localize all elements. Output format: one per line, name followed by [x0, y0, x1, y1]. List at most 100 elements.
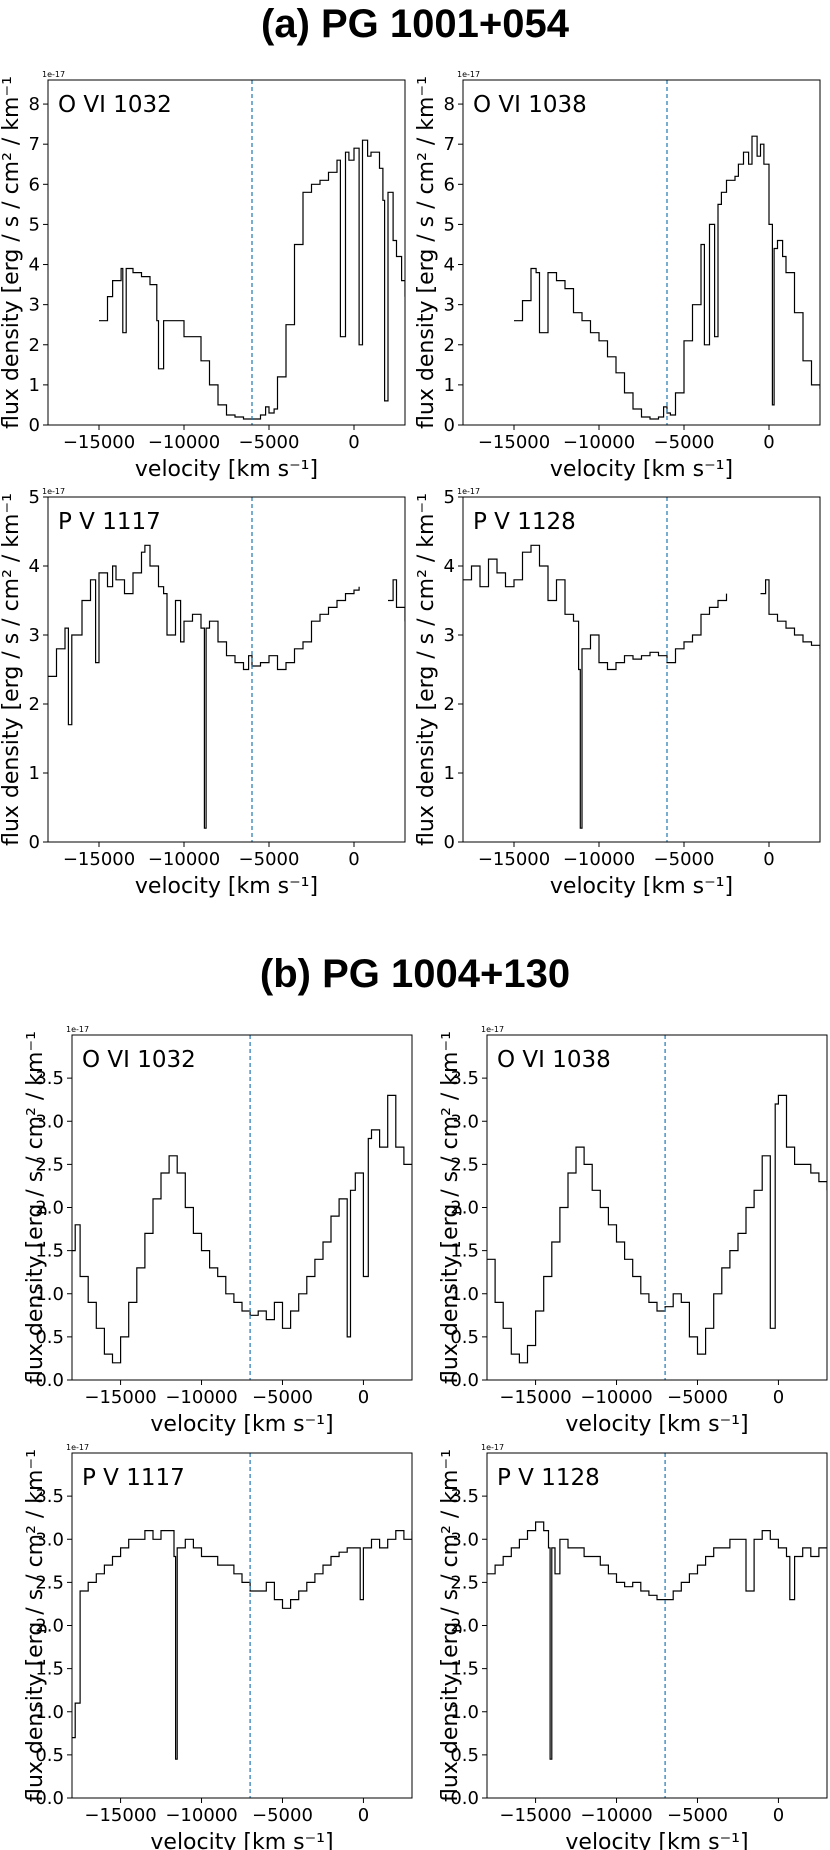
- y-tick-label: 2.0: [35, 1616, 64, 1637]
- y-tick-label: 0.5: [450, 1327, 479, 1348]
- x-tick-label: 0: [773, 1805, 784, 1826]
- panel-line-label: O VI 1038: [497, 1047, 611, 1073]
- y-tick-label: 2: [29, 694, 40, 715]
- x-tick-label: 0: [763, 849, 774, 870]
- y-exponent-label: 1e-17: [457, 487, 480, 496]
- plot-frame: [486, 1034, 828, 1381]
- y-tick-label: 5: [29, 487, 40, 508]
- y-exponent-label: 1e-17: [457, 70, 480, 79]
- x-tick-label: −10000: [165, 1387, 237, 1408]
- x-tick-label: −15000: [499, 1387, 571, 1408]
- y-tick-label: 3.0: [35, 1111, 64, 1132]
- x-axis-label: velocity [km s⁻¹]: [150, 1412, 333, 1437]
- x-tick-label: −15000: [63, 849, 135, 870]
- spectrum-line: [487, 1521, 827, 1760]
- spectrum-line: [99, 139, 405, 420]
- y-tick-label: 3.0: [35, 1529, 64, 1550]
- y-tick-label: 3.5: [35, 1486, 64, 1507]
- y-tick-label: 1.5: [450, 1241, 479, 1262]
- plot-frame: [47, 79, 406, 426]
- y-tick-label: 2.5: [450, 1572, 479, 1593]
- y-tick-label: 2: [29, 335, 40, 356]
- y-tick-label: 1.5: [35, 1241, 64, 1262]
- y-tick-label: 3.5: [450, 1068, 479, 1089]
- spectrum-line: [514, 135, 820, 420]
- x-tick-label: −15000: [84, 1805, 156, 1826]
- y-tick-label: 2.0: [450, 1616, 479, 1637]
- section-title-a: (a) PG 1001+054: [261, 2, 569, 46]
- y-tick-label: 1.0: [35, 1284, 64, 1305]
- y-tick-label: 0.5: [450, 1745, 479, 1766]
- y-tick-label: 3: [444, 625, 455, 646]
- y-tick-label: 2.5: [35, 1154, 64, 1175]
- panel-line-label: O VI 1032: [82, 1047, 196, 1073]
- y-axis-label: flux density [erg / s / cm² / km⁻¹: [414, 76, 439, 429]
- y-tick-label: 1.0: [35, 1702, 64, 1723]
- y-tick-label: 5: [444, 214, 455, 235]
- plot-frame: [462, 496, 821, 843]
- y-tick-label: 3: [29, 295, 40, 316]
- chart-panel: 0 1 2 3 4 5 6 7 8 −15000 −10000 −5000 0 1e-17 O VI 103…: [0, 70, 406, 482]
- x-tick-label: −15000: [63, 432, 135, 453]
- y-axis-label: flux density [erg / s / cm² / km⁻¹: [438, 1449, 463, 1802]
- y-axis-label: flux density [erg / s / cm² / km⁻¹: [0, 76, 24, 429]
- panel-line-label: O VI 1038: [473, 92, 587, 118]
- x-axis-label: velocity [km s⁻¹]: [565, 1830, 748, 1850]
- y-tick-label: 2.5: [450, 1154, 479, 1175]
- x-tick-label: −15000: [499, 1805, 571, 1826]
- y-axis-label: flux density [erg / s / cm² / km⁻¹: [23, 1031, 48, 1384]
- x-axis-label: velocity [km s⁻¹]: [135, 874, 318, 899]
- x-tick-label: −5000: [239, 432, 300, 453]
- spectrum-line: [72, 1094, 412, 1364]
- x-tick-label: −15000: [478, 849, 550, 870]
- y-exponent-label: 1e-17: [42, 487, 65, 496]
- x-tick-label: −10000: [165, 1805, 237, 1826]
- chart-panel: 0 1 2 3 4 5 −15000 −10000 −5000 0 1e-17 P V 1128 vel…: [414, 487, 821, 899]
- chart-panel: 0.0 0.5 1.0 1.5 2.0 2.5 3.0 3.5 −15000 −10000 −500…: [23, 1025, 413, 1437]
- x-tick-label: 0: [358, 1805, 369, 1826]
- y-tick-label: 1.0: [450, 1284, 479, 1305]
- y-tick-label: 0.0: [35, 1370, 64, 1391]
- y-tick-label: 0.5: [35, 1327, 64, 1348]
- y-tick-label: 1: [29, 763, 40, 784]
- chart-panel: 0 1 2 3 4 5 −15000 −10000 −5000 0 1e-17 P V 1117 vel…: [0, 487, 406, 899]
- x-tick-label: 0: [348, 432, 359, 453]
- x-tick-label: −10000: [563, 432, 635, 453]
- x-tick-label: −15000: [84, 1387, 156, 1408]
- x-tick-label: −5000: [654, 849, 715, 870]
- y-exponent-label: 1e-17: [66, 1025, 89, 1034]
- spectrum-line: [48, 544, 405, 829]
- y-tick-label: 1.5: [35, 1659, 64, 1680]
- x-axis-label: velocity [km s⁻¹]: [135, 457, 318, 482]
- chart-panel: 0 1 2 3 4 5 6 7 8 −15000 −10000 −5000 0 1e-17 O VI 103…: [414, 70, 821, 482]
- y-tick-label: 0.0: [450, 1370, 479, 1391]
- x-tick-label: −10000: [148, 432, 220, 453]
- plot-frame: [71, 1452, 413, 1799]
- plot-frame: [462, 79, 821, 426]
- y-exponent-label: 1e-17: [481, 1443, 504, 1452]
- y-tick-label: 4: [444, 556, 455, 577]
- y-tick-label: 8: [29, 94, 40, 115]
- y-tick-label: 0: [29, 832, 40, 853]
- y-tick-label: 1: [444, 375, 455, 396]
- y-axis-label: flux density [erg / s / cm² / km⁻¹: [414, 493, 439, 846]
- x-axis-label: velocity [km s⁻¹]: [550, 874, 733, 899]
- y-tick-label: 0.0: [450, 1788, 479, 1809]
- y-tick-label: 3.0: [450, 1111, 479, 1132]
- y-tick-label: 5: [29, 214, 40, 235]
- y-tick-label: 0.5: [35, 1745, 64, 1766]
- chart-panel: 0.0 0.5 1.0 1.5 2.0 2.5 3.0 3.5 −15000 −10000 −500…: [438, 1025, 828, 1437]
- y-tick-label: 3: [444, 295, 455, 316]
- x-tick-label: −10000: [148, 849, 220, 870]
- x-tick-label: −5000: [252, 1805, 313, 1826]
- y-tick-label: 1.0: [450, 1702, 479, 1723]
- y-tick-label: 2.5: [35, 1572, 64, 1593]
- plot-frame: [486, 1452, 828, 1799]
- y-tick-label: 3.5: [35, 1068, 64, 1089]
- y-axis-label: flux density [erg / s / cm² / km⁻¹: [0, 493, 24, 846]
- x-tick-label: −10000: [580, 1387, 652, 1408]
- x-tick-label: −5000: [239, 849, 300, 870]
- x-tick-label: −5000: [654, 432, 715, 453]
- y-exponent-label: 1e-17: [66, 1443, 89, 1452]
- chart-panel: 0.0 0.5 1.0 1.5 2.0 2.5 3.0 3.5 −15000 −10000 −500…: [438, 1443, 828, 1850]
